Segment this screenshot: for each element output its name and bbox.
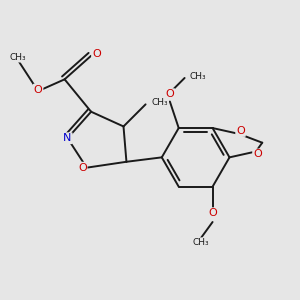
Text: O: O [78, 163, 87, 173]
Text: O: O [34, 85, 43, 94]
Text: O: O [236, 126, 245, 136]
Text: CH₃: CH₃ [189, 72, 206, 81]
Text: O: O [208, 208, 217, 218]
Text: O: O [166, 89, 174, 99]
Text: CH₃: CH₃ [9, 53, 26, 62]
Text: N: N [63, 133, 72, 143]
Text: O: O [253, 149, 262, 159]
Text: CH₃: CH₃ [193, 238, 209, 247]
Text: CH₃: CH₃ [152, 98, 168, 106]
Text: O: O [92, 49, 101, 59]
